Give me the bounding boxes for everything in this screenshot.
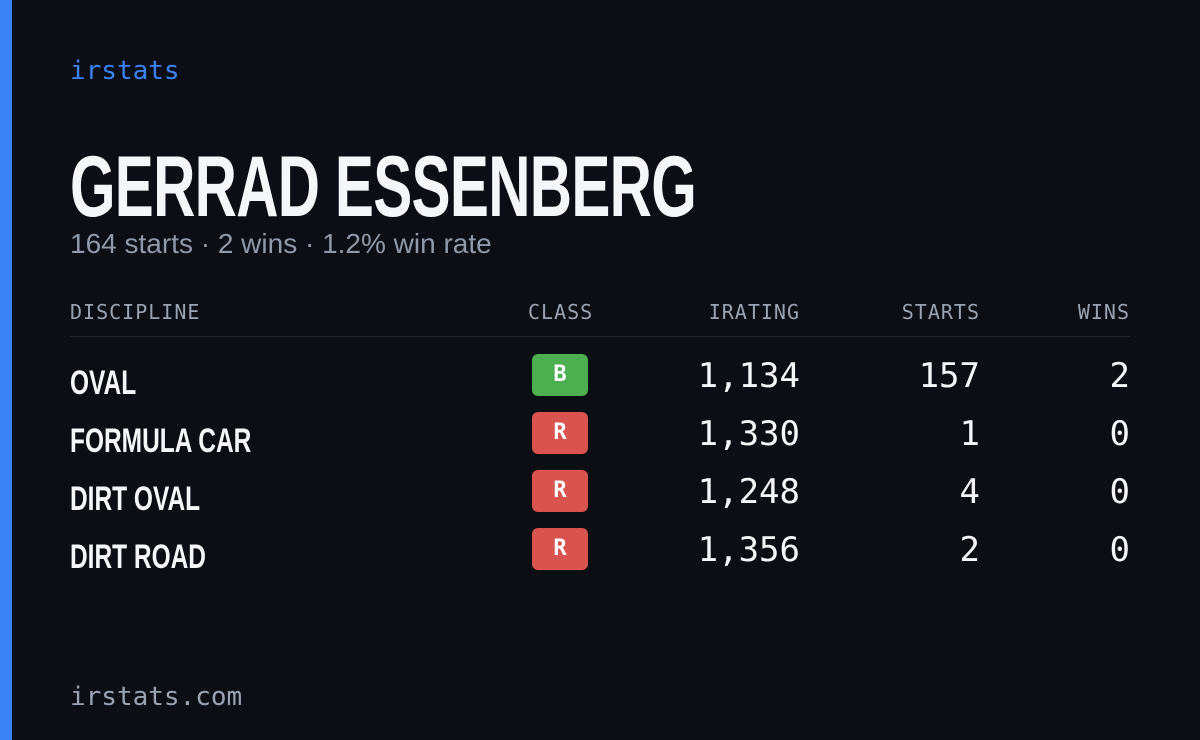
- discipline: DIRT ROAD: [70, 538, 207, 576]
- column-header: IRATING: [708, 300, 800, 324]
- starts: 157: [918, 356, 980, 396]
- column-header: WINS: [1077, 300, 1130, 324]
- discipline: OVAL: [70, 364, 137, 402]
- irating: 1,134: [697, 356, 800, 396]
- discipline: FORMULA CAR: [70, 422, 252, 460]
- column-header: STARTS: [901, 300, 980, 324]
- starts: 4: [959, 472, 980, 512]
- driver-name: GERRAD ESSENBERG: [70, 139, 697, 235]
- starts: 2: [959, 530, 980, 570]
- class-badge: B: [532, 354, 588, 396]
- irating: 1,356: [697, 530, 800, 570]
- table-header: DISCIPLINE CLASS IRATING STARTS WINS: [70, 300, 1130, 337]
- wins: 2: [1109, 356, 1130, 396]
- accent-bar: [0, 0, 12, 740]
- driver-summary: 164 starts · 2 wins · 1.2% win rate: [70, 228, 492, 259]
- table-row: DIRT ROAD R 1,356 2 0: [70, 528, 1130, 578]
- table-row: FORMULA CAR R 1,330 1 0: [70, 412, 1130, 462]
- class-badge: R: [532, 412, 588, 454]
- footer: irstats.com: [70, 682, 243, 712]
- irating: 1,330: [697, 414, 800, 454]
- starts: 1: [959, 414, 980, 454]
- class-badge: R: [532, 470, 588, 512]
- table-row: DIRT OVAL R 1,248 4 0: [70, 470, 1130, 520]
- class-badge: R: [532, 528, 588, 570]
- table-row: OVAL B 1,134 157 2: [70, 354, 1130, 404]
- discipline: DIRT OVAL: [70, 480, 201, 518]
- wins: 0: [1109, 414, 1130, 454]
- wins: 0: [1109, 530, 1130, 570]
- brand: irstats: [70, 56, 180, 86]
- wins: 0: [1109, 472, 1130, 512]
- irating: 1,248: [697, 472, 800, 512]
- column-header: CLASS: [528, 300, 594, 324]
- column-header: DISCIPLINE: [70, 300, 201, 324]
